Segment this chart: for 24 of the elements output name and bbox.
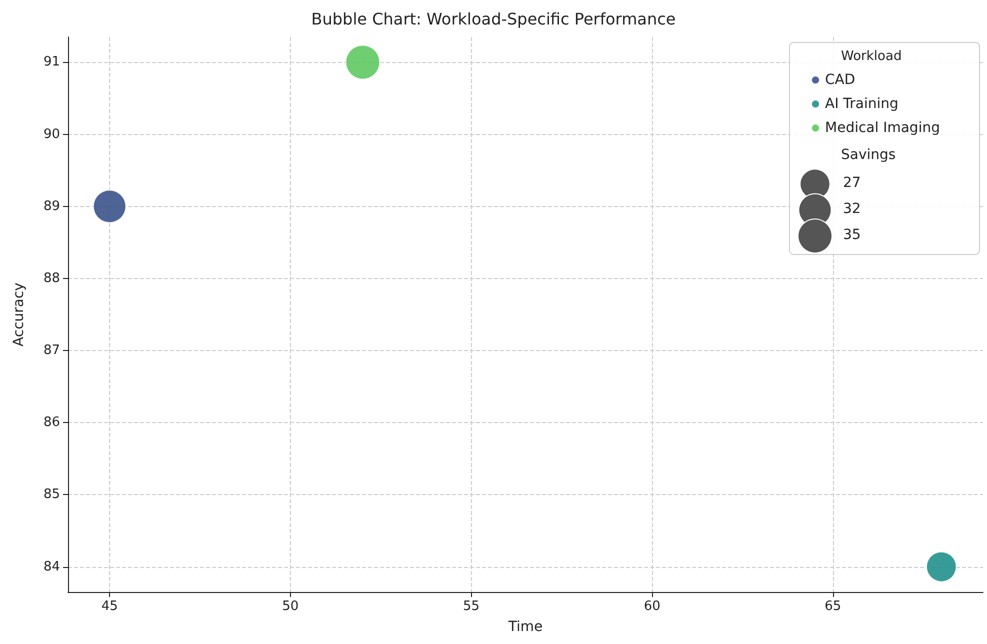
y-tick-label: 86 <box>43 415 60 430</box>
chart-title: Bubble Chart: Workload-Specific Performance <box>311 10 676 28</box>
y-tick-label: 89 <box>43 198 60 214</box>
y-tick-label: 85 <box>43 487 60 502</box>
y-tick-label: 91 <box>43 54 60 70</box>
x-tick-label: 45 <box>101 599 118 614</box>
legend-title: Workload <box>841 49 902 64</box>
annotation: Savings <box>841 147 896 163</box>
legend-label: Medical Imaging <box>825 120 940 136</box>
legend-label: 32 <box>843 201 861 217</box>
legend-label: CAD <box>825 72 856 88</box>
legend-label: 27 <box>843 175 861 191</box>
x-tick-label: 60 <box>644 599 660 614</box>
y-tick-label: 84 <box>43 559 60 574</box>
y-tick-label: 87 <box>43 343 60 358</box>
y-tick-label: 88 <box>43 270 60 286</box>
y-axis-title: Accuracy <box>11 282 27 346</box>
x-tick-label: 65 <box>824 599 842 614</box>
x-tick-label: 50 <box>282 599 299 614</box>
x-tick-label: 55 <box>462 599 480 614</box>
legend-label: 35 <box>843 227 861 243</box>
x-axis-title: Time <box>507 619 543 635</box>
y-tick-label: 90 <box>43 126 60 142</box>
legend-label: AI Training <box>825 96 898 112</box>
